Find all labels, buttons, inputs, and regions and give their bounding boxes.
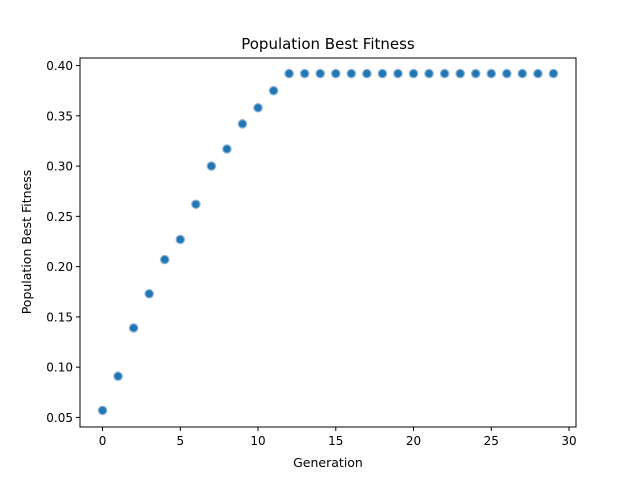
data-point — [253, 102, 263, 113]
data-point — [393, 68, 403, 79]
data-point — [502, 68, 512, 79]
axes-frame — [79, 57, 577, 428]
data-point — [548, 68, 559, 79]
y-tick-label: 0.35 — [46, 109, 73, 123]
data-point — [346, 68, 357, 79]
data-points — [97, 68, 559, 416]
data-point — [377, 68, 388, 79]
x-tick-label: 5 — [176, 434, 184, 448]
data-point — [470, 68, 481, 79]
x-tick-label: 10 — [250, 434, 265, 448]
x-tick-label: 20 — [406, 434, 421, 448]
data-point — [206, 161, 217, 171]
data-point — [97, 405, 108, 416]
data-point — [455, 68, 465, 79]
data-point — [128, 323, 139, 333]
y-tick-label: 0.40 — [46, 59, 73, 73]
data-point — [222, 144, 232, 154]
y-axis-ticks: 0.05 0.10 0.15 0.20 0.25 0.30 0.35 0.40 — [46, 59, 80, 425]
data-point — [424, 68, 434, 79]
y-tick-label: 0.20 — [46, 260, 73, 274]
data-point — [113, 371, 123, 382]
y-tick-label: 0.25 — [46, 210, 73, 224]
data-point — [315, 68, 326, 79]
y-tick-label: 0.15 — [46, 310, 73, 324]
data-point — [299, 68, 310, 79]
x-tick-label: 0 — [99, 434, 107, 448]
y-tick-label: 0.10 — [46, 361, 73, 375]
y-tick-label: 0.05 — [46, 411, 73, 425]
data-point — [517, 68, 528, 79]
data-point — [175, 234, 186, 245]
data-point — [533, 68, 543, 79]
data-point — [191, 199, 201, 210]
data-point — [486, 68, 497, 79]
data-point — [284, 68, 294, 79]
data-point — [330, 68, 341, 79]
data-point — [144, 288, 154, 299]
x-axis-label: Generation — [293, 455, 363, 470]
x-tick-label: 25 — [484, 434, 499, 448]
data-point — [237, 119, 248, 129]
chart-title: Population Best Fitness — [241, 35, 415, 53]
data-point — [408, 68, 419, 79]
x-tick-label: 30 — [561, 434, 576, 448]
y-tick-label: 0.30 — [46, 160, 73, 174]
data-point — [268, 85, 279, 96]
y-axis-label: Population Best Fitness — [19, 170, 34, 315]
x-tick-label: 15 — [328, 434, 343, 448]
x-axis-ticks: 0 5 10 15 20 25 30 — [99, 427, 577, 448]
data-point — [362, 68, 372, 79]
data-point — [159, 254, 170, 265]
data-point — [439, 68, 450, 79]
